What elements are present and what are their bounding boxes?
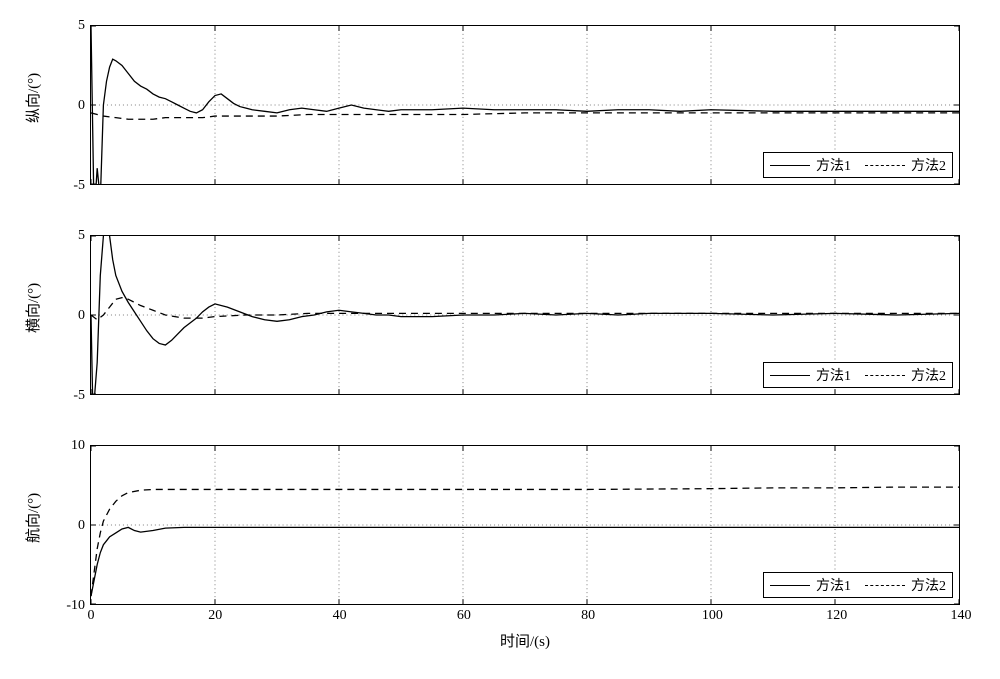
y-tick-label: 0	[78, 518, 85, 534]
x-tick-label: 60	[457, 608, 471, 624]
panel-roll: -505方法1方法2	[90, 235, 960, 395]
x-tick-label: 0	[88, 608, 95, 624]
y-tick-label: -5	[73, 388, 85, 404]
legend-label: 方法2	[911, 365, 946, 385]
x-tick-label: 140	[951, 608, 972, 624]
series-method2	[91, 298, 959, 320]
y-tick-label: 5	[78, 18, 85, 34]
panel-pitch: -505方法1方法2	[90, 25, 960, 185]
legend-swatch-icon	[865, 585, 905, 586]
x-tick-label: 40	[333, 608, 347, 624]
y-tick-label: -10	[66, 598, 85, 614]
x-axis-label: 时间/(s)	[90, 630, 960, 651]
legend-item: 方法2	[865, 155, 946, 175]
x-tick-label: 20	[208, 608, 222, 624]
figure: -505方法1方法2 -505方法1方法2 -10010020406080100…	[0, 0, 1000, 679]
y-axis-label: 横向/(°)	[22, 298, 43, 333]
y-tick-label: 10	[71, 438, 85, 454]
y-axis-label: 纵向/(°)	[22, 88, 43, 123]
legend-label: 方法2	[911, 575, 946, 595]
legend-label: 方法2	[911, 155, 946, 175]
legend-item: 方法1	[770, 575, 851, 595]
x-tick-label: 120	[826, 608, 847, 624]
legend-label: 方法1	[816, 155, 851, 175]
legend-swatch-icon	[865, 375, 905, 376]
legend-item: 方法2	[865, 575, 946, 595]
legend-swatch-icon	[865, 165, 905, 166]
y-tick-label: 0	[78, 308, 85, 324]
panel-heading: -10010020406080100120140方法1方法2	[90, 445, 960, 605]
legend: 方法1 方法2	[763, 362, 953, 388]
legend-item: 方法1	[770, 365, 851, 385]
series-method1	[91, 26, 959, 216]
x-tick-label: 100	[702, 608, 723, 624]
legend-item: 方法1	[770, 155, 851, 175]
y-axis-label: 航向/(°)	[22, 508, 43, 543]
legend-item: 方法2	[865, 365, 946, 385]
legend-swatch-icon	[770, 375, 810, 376]
legend-label: 方法1	[816, 365, 851, 385]
y-tick-label: 0	[78, 98, 85, 114]
legend-label: 方法1	[816, 575, 851, 595]
legend: 方法1 方法2	[763, 152, 953, 178]
legend-swatch-icon	[770, 585, 810, 586]
y-tick-label: -5	[73, 178, 85, 194]
x-tick-label: 80	[581, 608, 595, 624]
legend-swatch-icon	[770, 165, 810, 166]
legend: 方法1 方法2	[763, 572, 953, 598]
series-method2	[91, 113, 959, 119]
y-tick-label: 5	[78, 228, 85, 244]
